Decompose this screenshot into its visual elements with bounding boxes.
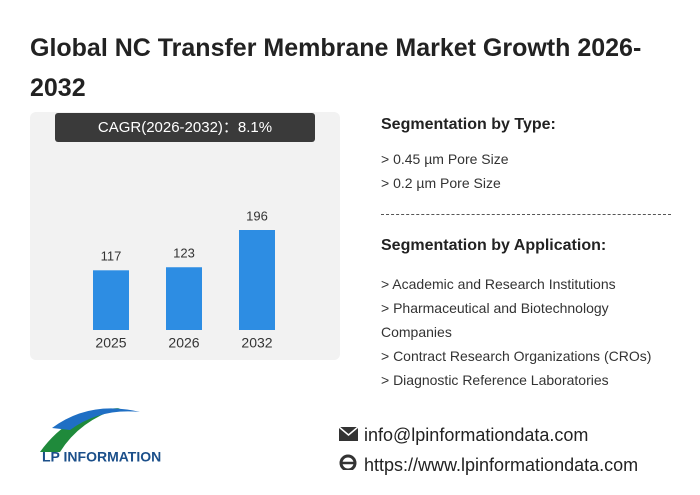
value-label: 196 bbox=[246, 208, 268, 223]
logo: LP INFORMATION bbox=[40, 408, 161, 465]
x-tick-label: 2025 bbox=[95, 335, 126, 351]
application-heading: Segmentation by Application: bbox=[381, 237, 607, 254]
type-list: > 0.45 µm Pore Size > 0.2 µm Pore Size bbox=[381, 147, 681, 195]
value-label: 123 bbox=[173, 246, 195, 261]
chart: CAGR(2026-2032)：8.1% 117 2025 123 2026 196 20… bbox=[30, 112, 340, 360]
title: Global NC Transfer Membrane Market Growt… bbox=[30, 34, 642, 102]
email: info@lpinformationdata.com bbox=[364, 425, 589, 445]
application-list: > Academic and Research Institutions > Ph… bbox=[381, 272, 681, 392]
list-item: > Diagnostic Reference Laboratories bbox=[381, 372, 609, 388]
x-tick-label: 2032 bbox=[241, 335, 272, 351]
value-label: 117 bbox=[101, 249, 122, 264]
type-heading: Segmentation by Type: bbox=[381, 116, 556, 133]
website: https://www.lpinformationdata.com bbox=[364, 455, 639, 475]
mail-icon-flap bbox=[338, 426, 359, 436]
logo-dot bbox=[65, 419, 75, 429]
x-tick-label: 2026 bbox=[168, 335, 199, 351]
list-item: > Contract Research Organizations (CROs) bbox=[381, 348, 652, 364]
divider bbox=[381, 214, 671, 215]
contact-icons bbox=[338, 426, 359, 470]
cagr-box bbox=[55, 113, 315, 142]
list-item: > 0.2 µm Pore Size bbox=[381, 175, 501, 191]
cagr-label: CAGR(2026-2032)：8.1% bbox=[98, 119, 272, 136]
list-item: > Pharmaceutical and Biotechnology Compa… bbox=[381, 300, 609, 340]
web-icon bbox=[339, 454, 357, 470]
bar bbox=[239, 230, 275, 330]
list-item: > 0.45 µm Pore Size bbox=[381, 151, 509, 167]
logo-swoosh bbox=[40, 408, 120, 452]
list-item: > Academic and Research Institutions bbox=[381, 276, 616, 292]
bar bbox=[166, 267, 202, 330]
brand: LP INFORMATION bbox=[42, 449, 161, 465]
bar bbox=[93, 270, 129, 330]
logo-swoosh bbox=[52, 408, 140, 430]
